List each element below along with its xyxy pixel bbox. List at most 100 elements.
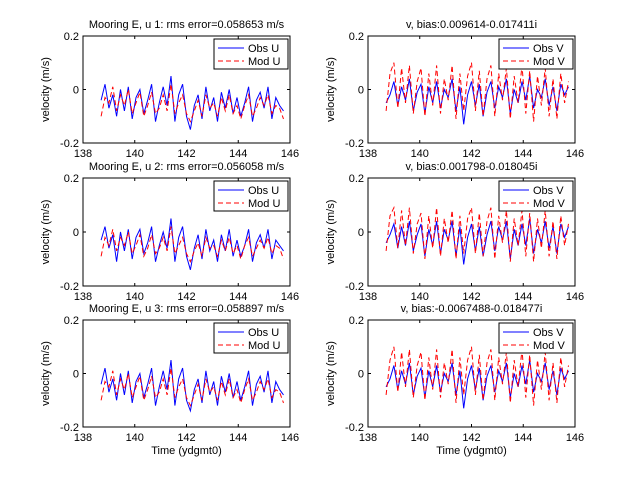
- y-tick-label: 0.2: [349, 315, 364, 327]
- y-tick-label: 0.2: [64, 173, 79, 185]
- y-tick-label: 0.2: [349, 31, 364, 43]
- x-tick-label: 142: [462, 148, 480, 160]
- y-tick-label: 0: [73, 369, 79, 381]
- x-tick-label: 138: [359, 291, 377, 303]
- legend-entry: Mod V: [533, 340, 565, 352]
- legend-box: [498, 322, 574, 354]
- y-tick-label: -0.2: [60, 138, 79, 150]
- chart-title: Mooring E, u 3: rms error=0.058897 m/s: [89, 303, 285, 315]
- x-tick-label: 140: [411, 148, 429, 160]
- x-tick-label: 146: [566, 291, 584, 303]
- x-tick-label: 138: [74, 291, 92, 303]
- legend-entry: Mod V: [533, 56, 565, 68]
- subplot-5: 138 140 142 144 146 -0.2 0 0.2 Mooring E, u 3: r…: [40, 303, 299, 457]
- series-line-mod-u: [100, 226, 284, 263]
- x-tick-label: 144: [229, 291, 247, 303]
- y-axis-label: velocity (m/s): [40, 57, 52, 122]
- legend-entry: Obs V: [533, 43, 564, 55]
- y-tick-label: 0.2: [64, 315, 79, 327]
- y-tick-label: -0.2: [60, 281, 79, 293]
- y-tick-label: 0: [73, 227, 79, 239]
- x-tick-label: 142: [177, 291, 195, 303]
- y-tick-label: -0.2: [60, 422, 79, 434]
- legend-entry: Obs U: [248, 43, 279, 55]
- x-tick-label: 144: [229, 432, 247, 444]
- subplot-6: 138 140 142 144 146 -0.2 0 0.2 v, bias:-0.006748…: [325, 303, 584, 457]
- x-tick-label: 140: [411, 432, 429, 444]
- series-line-obs-v: [385, 218, 569, 265]
- x-tick-label: 144: [514, 148, 532, 160]
- legend-box: [213, 180, 289, 212]
- legend-box: [213, 322, 289, 354]
- series-group: [100, 360, 284, 413]
- y-axis-label: velocity (m/s): [325, 200, 337, 265]
- y-tick-label: -0.2: [345, 138, 364, 150]
- x-tick-label: 142: [177, 432, 195, 444]
- x-tick-label: 146: [281, 432, 299, 444]
- y-tick-label: 0: [358, 227, 364, 239]
- chart-title: Mooring E, u 2: rms error=0.056058 m/s: [89, 161, 285, 173]
- subplot-4: 138 140 142 144 146 -0.2 0 0.2 v, bias:0.001798-…: [325, 161, 584, 303]
- x-tick-label: 138: [359, 148, 377, 160]
- x-tick-label: 146: [281, 148, 299, 160]
- series-line-mod-u: [100, 84, 284, 123]
- x-tick-label: 138: [74, 148, 92, 160]
- x-tick-label: 138: [74, 432, 92, 444]
- legend-entry: Mod U: [248, 340, 280, 352]
- y-tick-label: -0.2: [345, 422, 364, 434]
- y-axis-label: velocity (m/s): [40, 341, 52, 406]
- chart-title: v, bias:0.001798-0.018045i: [406, 161, 538, 173]
- chart-title: v, bias:0.009614-0.017411i: [406, 19, 537, 31]
- legend-box: [498, 180, 574, 212]
- x-tick-label: 146: [566, 148, 584, 160]
- legend-entry: Obs U: [248, 327, 279, 339]
- x-axis-label: Time (ydgmt0): [151, 445, 222, 457]
- legend-entry: Mod U: [248, 198, 280, 210]
- x-tick-label: 146: [281, 291, 299, 303]
- chart-title: v, bias:-0.0067488-0.018477i: [401, 303, 543, 315]
- series-group: [100, 218, 284, 270]
- y-tick-label: 0.2: [349, 173, 364, 185]
- y-tick-label: 0.2: [64, 31, 79, 43]
- y-axis-label: velocity (m/s): [325, 57, 337, 122]
- x-tick-label: 138: [359, 432, 377, 444]
- x-tick-label: 140: [126, 291, 144, 303]
- legend-entry: Obs V: [533, 185, 564, 197]
- series-group: [385, 205, 569, 265]
- subplot-1: 138 140 142 144 146 -0.2 0 0.2 Mooring E, u 1: r…: [40, 19, 299, 160]
- legend-entry: Obs U: [248, 185, 279, 197]
- subplot-3: 138 140 142 144 146 -0.2 0 0.2 Mooring E, u 2: r…: [40, 161, 299, 303]
- legend-box: [213, 38, 289, 70]
- series-group: [100, 76, 284, 130]
- y-tick-label: -0.2: [345, 281, 364, 293]
- x-tick-label: 144: [514, 291, 532, 303]
- subplot-2: 138 140 142 144 146 -0.2 0 0.2 v, bias:0.009614-…: [325, 19, 584, 160]
- y-axis-label: velocity (m/s): [40, 200, 52, 265]
- series-line-obs-u: [100, 218, 284, 270]
- series-line-mod-v: [385, 62, 569, 122]
- y-tick-label: 0: [358, 85, 364, 97]
- x-tick-label: 140: [411, 291, 429, 303]
- x-tick-label: 142: [462, 432, 480, 444]
- x-tick-label: 144: [229, 148, 247, 160]
- series-line-mod-u: [100, 368, 284, 407]
- x-tick-label: 140: [126, 432, 144, 444]
- series-group: [385, 62, 569, 125]
- legend-entry: Mod V: [533, 198, 565, 210]
- y-tick-label: 0: [358, 369, 364, 381]
- chart-title: Mooring E, u 1: rms error=0.058653 m/s: [89, 19, 285, 31]
- legend-entry: Obs V: [533, 327, 564, 339]
- x-tick-label: 146: [566, 432, 584, 444]
- y-tick-label: 0: [73, 85, 79, 97]
- x-axis-label: Time (ydgmt0): [436, 445, 507, 457]
- x-tick-label: 144: [514, 432, 532, 444]
- series-line-mod-v: [385, 346, 569, 406]
- legend-entry: Mod U: [248, 56, 280, 68]
